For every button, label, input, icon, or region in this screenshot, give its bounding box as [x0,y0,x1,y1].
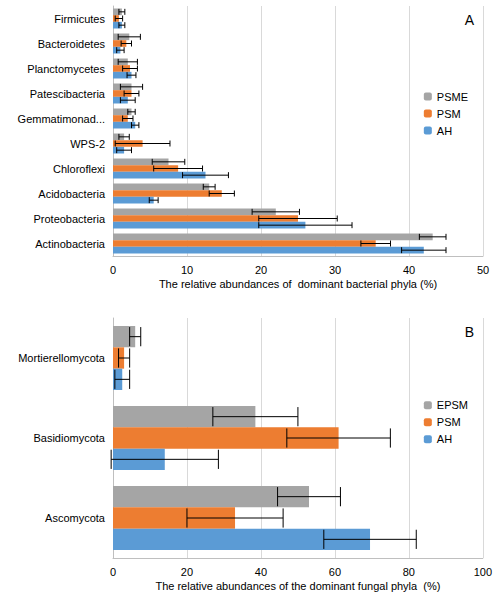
svg-text:A: A [465,12,475,28]
svg-text:Basidiomycota: Basidiomycota [33,432,105,444]
svg-text:Chloroflexi: Chloroflexi [53,163,105,175]
svg-text:PSM: PSM [437,416,461,428]
svg-text:AH: AH [437,433,452,445]
svg-text:Mortierellomycota: Mortierellomycota [18,352,106,364]
svg-text:30: 30 [329,264,341,276]
svg-text:20: 20 [181,566,193,578]
svg-text:Planctomycetes: Planctomycetes [27,63,105,75]
svg-text:Firmicutes: Firmicutes [54,13,105,25]
svg-text:Actinobacteria: Actinobacteria [35,238,106,250]
svg-text:0: 0 [110,264,116,276]
svg-text:B: B [465,324,474,340]
svg-text:The relative abundances of the: The relative abundances of the dominant … [155,580,440,592]
svg-text:Bacteroidetes: Bacteroidetes [38,38,106,50]
svg-text:PSM: PSM [437,108,461,120]
svg-text:10: 10 [181,264,193,276]
svg-text:0: 0 [110,566,116,578]
svg-text:40: 40 [255,566,267,578]
svg-text:Patescibacteria: Patescibacteria [30,88,106,100]
svg-text:80: 80 [403,566,415,578]
svg-text:PSME: PSME [437,91,468,103]
svg-text:WPS-2: WPS-2 [70,138,105,150]
svg-text:40: 40 [403,264,415,276]
svg-text:100: 100 [474,566,492,578]
svg-text:20: 20 [255,264,267,276]
svg-text:60: 60 [329,566,341,578]
svg-text:50: 50 [477,264,489,276]
svg-text:Proteobacteria: Proteobacteria [33,213,105,225]
svg-text:Gemmatimonad...: Gemmatimonad... [18,113,105,125]
svg-text:EPSM: EPSM [437,399,468,411]
svg-text:The relative abundances of do: The relative abundances of dominant bact… [159,278,437,290]
svg-text:AH: AH [437,125,452,137]
svg-text:Ascomycota: Ascomycota [45,512,106,524]
svg-text:Acidobacteria: Acidobacteria [38,188,106,200]
